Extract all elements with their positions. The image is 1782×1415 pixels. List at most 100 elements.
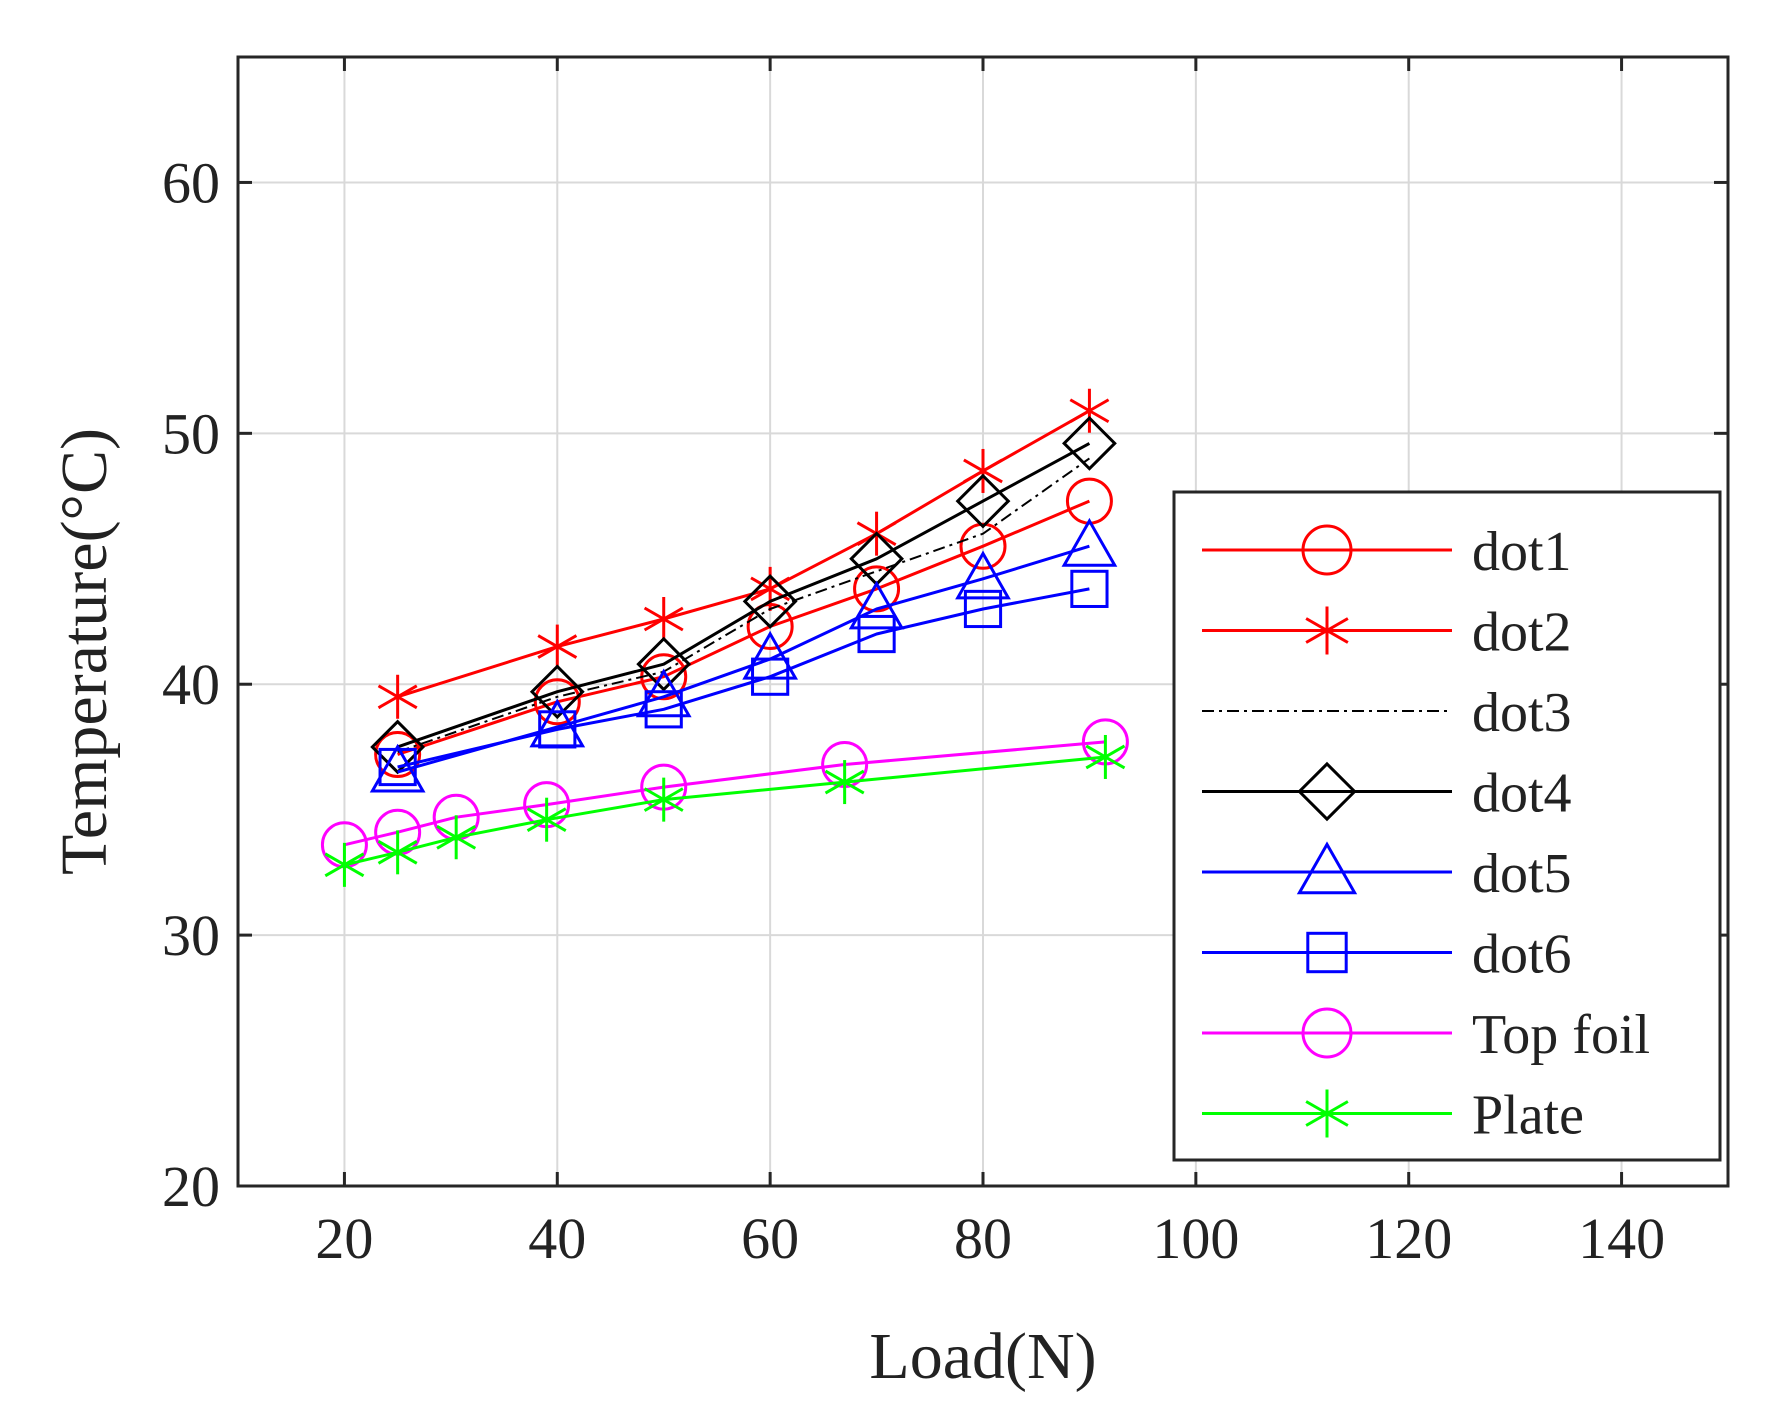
marker-triangle [369,743,426,793]
marker-asterisk [377,674,418,719]
marker-asterisk [537,624,578,669]
x-tick-label: 140 [1578,1206,1665,1271]
marker-asterisk [324,842,365,887]
asterisk-stroke [537,634,578,659]
marker-triangle [635,668,692,718]
asterisk-stroke [1305,1100,1349,1127]
marker-asterisk [643,596,684,641]
legend-item-dot2: dot2 [1202,602,1572,664]
marker-asterisk [1305,606,1349,655]
axes: 20 40 60 80 100 120 140 20 30 40 50 60 Load(N) Temper… [48,55,1730,1393]
marker-diamond [955,473,1011,529]
plot-series [320,388,1129,887]
marker-diamond [636,636,692,692]
x-tick-label: 40 [528,1206,586,1271]
asterisk-stroke [1069,398,1110,424]
series-line [397,442,1091,749]
asterisk-stroke [1085,744,1126,770]
series-line [397,409,1091,699]
marker-circle [1301,524,1353,576]
x-tick-label: 100 [1152,1206,1239,1271]
series-plate [324,734,1126,887]
legend-item-dot5: dot5 [1202,841,1572,905]
marker-triangle [1061,517,1118,567]
legend-item-dot1: dot1 [1202,521,1572,583]
x-tick-label: 80 [954,1206,1012,1271]
marker-diamond [370,719,426,775]
asterisk-stroke [750,576,791,602]
series-dot6 [378,569,1109,787]
marker-asterisk [377,830,418,875]
marker-circle [533,678,581,726]
marker-square [1306,931,1348,974]
marker-diamond [1297,761,1357,822]
marker-diamond [742,574,798,629]
asterisk-stroke [643,787,684,812]
asterisk-stroke [324,852,365,878]
asterisk-stroke [377,684,418,710]
legend-label: Plate [1472,1085,1584,1147]
legend-item-dot4: dot4 [1202,761,1572,825]
marker-square [378,747,417,787]
marker-square [751,657,790,696]
asterisk-stroke [436,824,477,850]
marker-square [963,589,1003,629]
legend-item-dot6: dot6 [1202,924,1572,986]
x-tick-label: 20 [315,1206,373,1271]
asterisk-stroke [1305,617,1349,644]
marker-asterisk [643,777,684,822]
series-line [397,457,1090,753]
marker-circle [1301,1007,1353,1059]
asterisk-stroke [526,807,567,833]
marker-square [857,614,896,654]
marker-asterisk [1305,1089,1349,1138]
legend-label: Top foil [1472,1004,1650,1066]
marker-asterisk [1085,734,1126,779]
marker-triangle [1296,841,1358,895]
marker-circle [1065,477,1113,525]
series-line [344,755,1106,867]
marker-asterisk [436,815,477,860]
legend-item-dot3: dot3 [1202,682,1572,744]
marker-diamond [529,664,585,720]
legend-label: dot2 [1472,602,1572,664]
marker-triangle [848,580,905,630]
marker-square [644,690,683,729]
legend-label: dot1 [1472,521,1572,583]
legend-item-plate: Plate [1202,1085,1584,1147]
legend-label: dot4 [1472,763,1572,825]
marker-square [1070,569,1109,608]
asterisk-stroke [377,840,418,865]
y-tick-label: 50 [162,401,220,466]
y-tick-label: 60 [162,150,220,215]
x-tick-label: 120 [1365,1206,1452,1271]
marker-circle [374,730,422,778]
marker-triangle [955,550,1011,600]
asterisk-stroke [824,769,865,795]
marker-circle [959,522,1007,570]
series-dot3 [397,457,1090,753]
y-tick-label: 30 [162,903,220,968]
asterisk-stroke [643,606,684,632]
y-axis-label: Temperature(°C) [48,428,121,875]
marker-square [538,710,577,749]
y-tick-label: 40 [162,652,220,717]
legend-box [1172,490,1722,1162]
marker-asterisk [1069,388,1110,433]
marker-diamond [1062,415,1117,471]
x-tick-label: 60 [741,1206,799,1271]
legend-label: dot5 [1472,843,1572,905]
series-line [397,587,1090,769]
legend-label: dot3 [1472,682,1572,744]
y-tick-label: 20 [162,1154,220,1219]
x-axis-label: Load(N) [869,1320,1096,1393]
marker-asterisk [824,760,865,805]
marker-circle [853,565,901,613]
asterisk-stroke [963,458,1003,484]
marker-asterisk [963,448,1003,493]
series-line [397,544,1090,774]
legend-item-top-foil: Top foil [1202,1004,1650,1066]
legend: dot1 dot2 dot3 dot4 dot5 dot6 Top foil Plate [1172,490,1722,1162]
